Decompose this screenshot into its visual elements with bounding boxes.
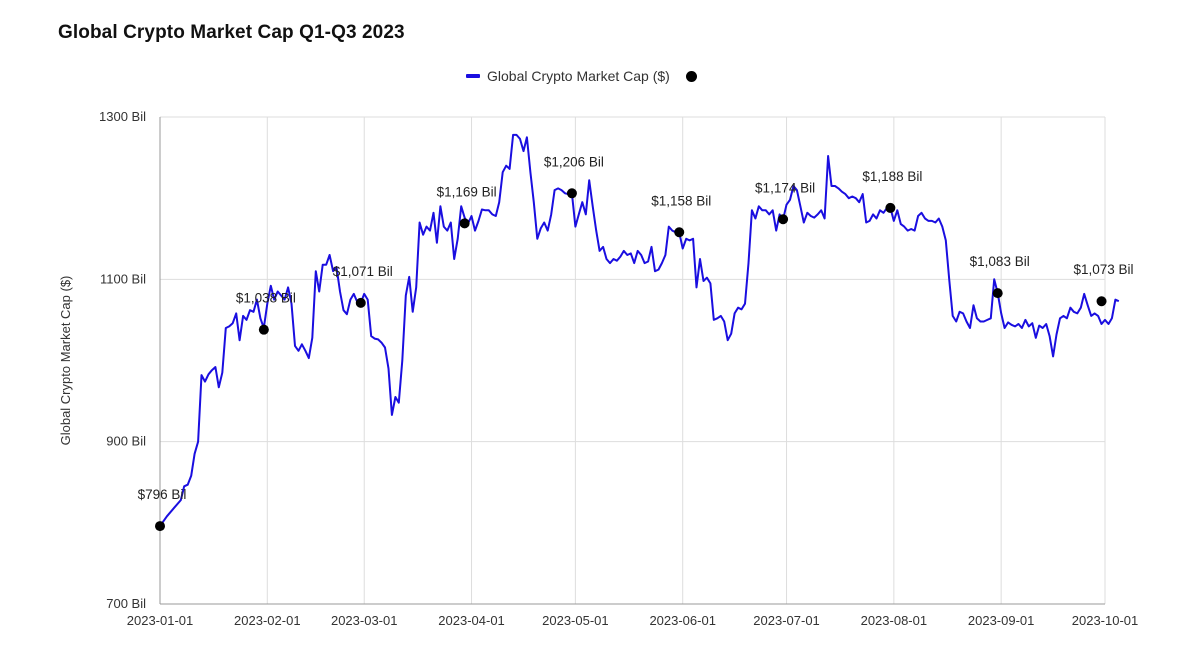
data-point-marker <box>566 188 577 199</box>
x-tick-label: 2023-06-01 <box>649 613 716 628</box>
x-tick-label: 2023-08-01 <box>861 613 928 628</box>
data-label: $1,169 Bil <box>437 184 497 199</box>
y-tick-label: 1300 Bil <box>99 109 146 124</box>
x-tick-label: 2023-01-01 <box>127 613 194 628</box>
data-point-marker <box>992 288 1003 299</box>
x-tick-label: 2023-04-01 <box>438 613 505 628</box>
data-point-marker <box>355 297 366 308</box>
data-point-marker <box>885 202 896 213</box>
legend-marker-dot <box>685 70 697 82</box>
data-label: $1,188 Bil <box>862 169 922 184</box>
series-line <box>159 133 1120 527</box>
data-label: $796 Bil <box>138 487 187 502</box>
data-point-marker <box>155 521 165 532</box>
data-point-marker <box>1096 296 1107 307</box>
data-point-marker <box>778 214 789 225</box>
chart-title: Global Crypto Market Cap Q1-Q3 2023 <box>58 22 405 43</box>
x-tick-label: 2023-07-01 <box>753 613 820 628</box>
x-tick-label: 2023-05-01 <box>542 613 609 628</box>
data-point-marker <box>258 324 269 335</box>
legend-line-swatch <box>466 74 480 78</box>
legend: Global Crypto Market Cap ($) <box>466 68 697 84</box>
data-label: $1,073 Bil <box>1074 262 1134 277</box>
data-label: $1,071 Bil <box>333 264 393 279</box>
data-label: $1,038 Bil <box>236 291 296 306</box>
data-point-marker <box>459 218 470 229</box>
data-label: $1,158 Bil <box>651 193 711 208</box>
data-label: $1,083 Bil <box>970 254 1030 269</box>
data-label: $1,174 Bil <box>755 180 815 195</box>
x-tick-label: 2023-10-01 <box>1072 613 1139 628</box>
x-tick-label: 2023-03-01 <box>331 613 398 628</box>
y-tick-label: 1100 Bil <box>100 271 146 286</box>
legend-label: Global Crypto Market Cap ($) <box>487 68 670 84</box>
y-tick-label: 900 Bil <box>106 434 146 449</box>
data-label: $1,206 Bil <box>544 154 604 169</box>
x-tick-label: 2023-02-01 <box>234 613 301 628</box>
x-tick-label: 2023-09-01 <box>968 613 1035 628</box>
data-point-marker <box>674 227 685 238</box>
y-axis-title: Global Crypto Market Cap ($) <box>58 276 73 446</box>
y-tick-label: 700 Bil <box>106 596 146 611</box>
